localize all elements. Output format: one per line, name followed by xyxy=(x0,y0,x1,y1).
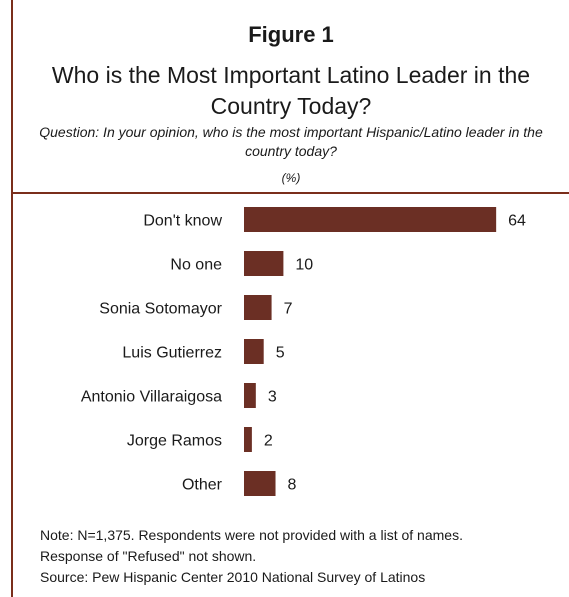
category-label-antonio-villaraigosa: Antonio Villaraigosa xyxy=(81,389,222,406)
category-label-sonia-sotomayor: Sonia Sotomayor xyxy=(99,301,222,318)
source-text: Source: Pew Hispanic Center 2010 Nationa… xyxy=(40,569,426,585)
figure-label: Figure 1 xyxy=(248,22,334,47)
value-label-sonia-sotomayor: 7 xyxy=(284,301,293,318)
figure-header: Figure 1 Who is the Most Important Latin… xyxy=(13,0,569,194)
bar-sonia-sotomayor xyxy=(244,295,272,320)
category-label-jorge-ramos: Jorge Ramos xyxy=(127,433,222,450)
value-label-don-t-know: 64 xyxy=(508,213,526,230)
unit-label: (%) xyxy=(281,171,301,185)
survey-question: Question: In your opinion, who is the mo… xyxy=(39,124,543,159)
note-text-continued: Response of "Refused" not shown. xyxy=(40,548,257,564)
note-text: Note: N=1,375. Respondents were not prov… xyxy=(40,527,463,543)
bar-chart: Don't know 64 No one 10 Sonia Sotomayor 7 Luis… xyxy=(81,207,526,496)
figure-frame xyxy=(11,0,569,597)
category-label-don-t-know: Don't know xyxy=(143,213,222,230)
bar-luis-gutierrez xyxy=(244,339,264,364)
notes-block: Note: N=1,375. Respondents were not prov… xyxy=(40,525,565,588)
bar-antonio-villaraigosa xyxy=(244,383,256,408)
category-label-no-one: No one xyxy=(170,257,222,274)
bar-other xyxy=(244,471,276,496)
bar-no-one xyxy=(244,251,284,276)
value-label-antonio-villaraigosa: 3 xyxy=(268,389,277,406)
value-label-luis-gutierrez: 5 xyxy=(276,345,285,362)
value-label-other: 8 xyxy=(288,477,297,494)
category-label-other: Other xyxy=(182,477,223,494)
category-label-luis-gutierrez: Luis Gutierrez xyxy=(122,345,222,362)
bar-jorge-ramos xyxy=(244,427,252,452)
bar-don-t-know xyxy=(244,207,497,232)
value-label-no-one: 10 xyxy=(295,257,313,274)
chart-title: Who is the Most Important Latino Leader … xyxy=(51,62,531,119)
value-label-jorge-ramos: 2 xyxy=(264,433,273,450)
